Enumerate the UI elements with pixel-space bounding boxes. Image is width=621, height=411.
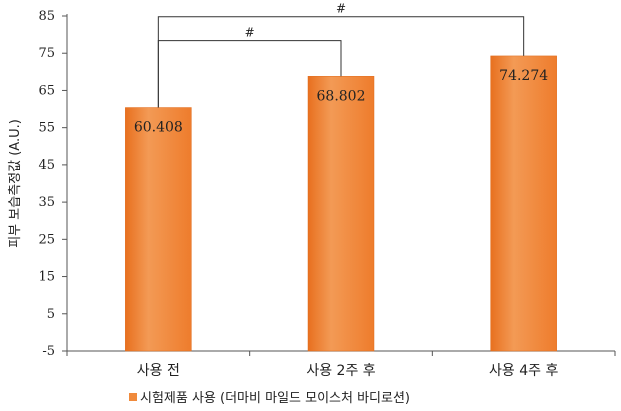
- bar-1: [125, 107, 192, 352]
- bar-3: [490, 55, 557, 352]
- y-tick-label: -5: [42, 344, 55, 359]
- y-tick-label: 85: [38, 9, 55, 24]
- y-tick-label: 5: [47, 307, 55, 322]
- y-tick-label: 75: [38, 46, 55, 61]
- y-axis-title: 피부 보습측정값 (A.U.): [8, 119, 23, 248]
- category-label-3: 사용 4주 후: [489, 363, 558, 379]
- y-tick-label: 55: [38, 121, 55, 136]
- category-label-2: 사용 2주 후: [306, 363, 375, 379]
- data-label-1: 60.408: [134, 120, 183, 136]
- significance-bracket-2: [157, 16, 525, 108]
- y-tick-label: 45: [38, 158, 55, 173]
- y-tick-label: 15: [38, 270, 55, 285]
- y-tick-label: 25: [38, 232, 55, 247]
- significance-marker-1: #: [245, 26, 255, 40]
- y-tick-label: 35: [38, 195, 55, 210]
- legend-label: 시험제품 사용 (더마비 마일드 모이스처 바디로션): [140, 391, 410, 406]
- category-label-1: 사용 전: [137, 363, 180, 379]
- y-tick-label: 65: [38, 83, 55, 98]
- legend-swatch: [129, 393, 137, 401]
- data-label-2: 68.802: [317, 88, 366, 104]
- significance-marker-2: #: [336, 2, 346, 16]
- data-label-3: 74.274: [499, 68, 548, 84]
- bar-2: [307, 76, 375, 352]
